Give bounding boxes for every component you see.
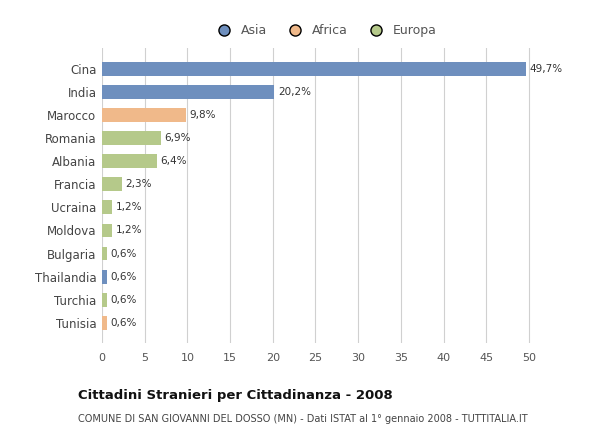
Bar xyxy=(102,293,107,307)
Text: Cittadini Stranieri per Cittadinanza - 2008: Cittadini Stranieri per Cittadinanza - 2… xyxy=(78,389,393,403)
Bar xyxy=(102,177,122,191)
Text: 1,2%: 1,2% xyxy=(116,225,142,235)
Text: 6,9%: 6,9% xyxy=(164,133,191,143)
Text: 9,8%: 9,8% xyxy=(189,110,215,120)
Bar xyxy=(102,131,161,145)
Bar xyxy=(102,201,112,214)
Text: 0,6%: 0,6% xyxy=(110,295,137,305)
Bar xyxy=(102,108,185,122)
Text: 0,6%: 0,6% xyxy=(110,249,137,259)
Text: 0,6%: 0,6% xyxy=(110,318,137,328)
Text: 49,7%: 49,7% xyxy=(530,64,563,74)
Text: 6,4%: 6,4% xyxy=(160,156,187,166)
Text: COMUNE DI SAN GIOVANNI DEL DOSSO (MN) - Dati ISTAT al 1° gennaio 2008 - TUTTITAL: COMUNE DI SAN GIOVANNI DEL DOSSO (MN) - … xyxy=(78,414,527,424)
Bar xyxy=(102,224,112,238)
Text: 1,2%: 1,2% xyxy=(116,202,142,213)
Text: 20,2%: 20,2% xyxy=(278,87,311,97)
Bar xyxy=(102,247,107,260)
Bar xyxy=(102,270,107,284)
Legend: Asia, Africa, Europa: Asia, Africa, Europa xyxy=(206,19,442,42)
Text: 0,6%: 0,6% xyxy=(110,271,137,282)
Bar xyxy=(102,316,107,330)
Bar xyxy=(102,154,157,168)
Bar xyxy=(102,85,274,99)
Text: 2,3%: 2,3% xyxy=(125,179,152,189)
Bar xyxy=(102,62,526,76)
